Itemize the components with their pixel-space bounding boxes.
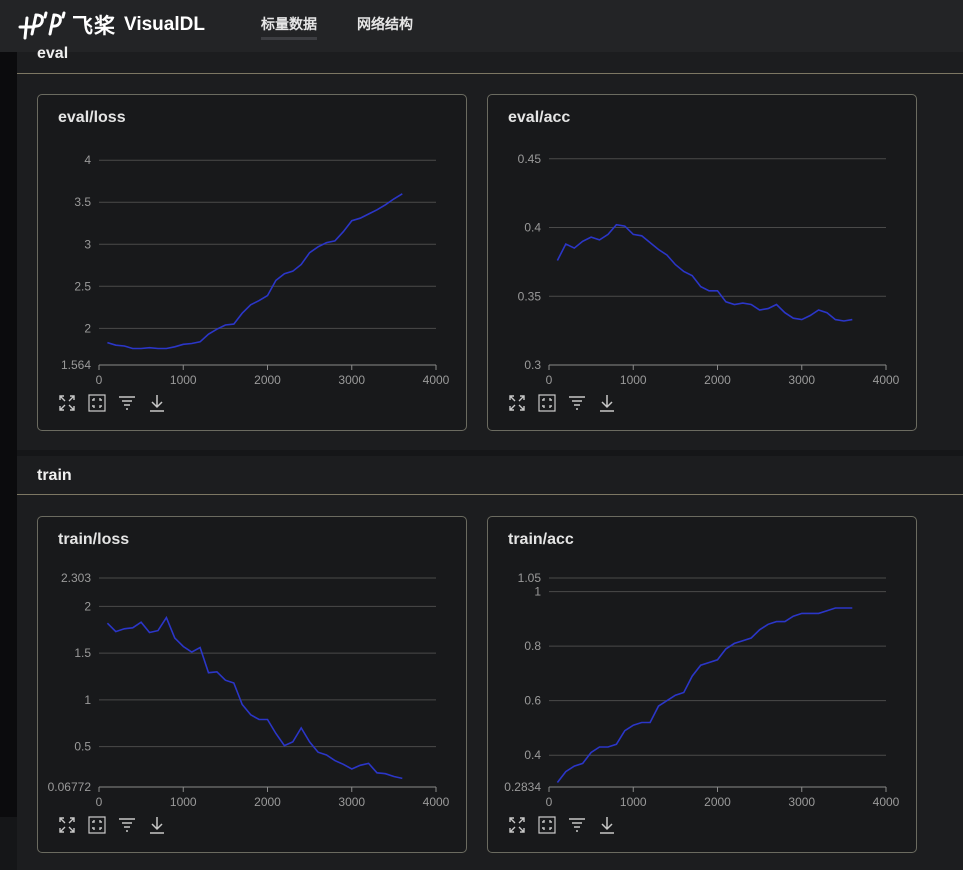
x-tick-label: 1000: [170, 795, 197, 809]
restore-icon[interactable]: [537, 815, 557, 835]
line-chart[interactable]: 0.3 0.35 0.4 0.45 0 1000 2000 3000 4000: [488, 95, 918, 432]
y-tick-label: 2.303: [61, 571, 91, 585]
x-tick-label: 0: [546, 795, 553, 809]
top-navigation-bar: 飞桨 VisualDL 标量数据 网络结构: [0, 0, 963, 52]
y-tick-label: 1.5: [74, 646, 91, 660]
y-tick-label: 0.45: [518, 152, 542, 166]
filter-icon[interactable]: [117, 393, 137, 413]
section-divider: [17, 494, 963, 495]
chart-title: eval/acc: [508, 109, 571, 126]
y-tick-label: 0.6: [524, 694, 541, 708]
download-icon[interactable]: [597, 815, 617, 835]
x-tick-label: 2000: [704, 373, 731, 387]
download-icon[interactable]: [597, 393, 617, 413]
x-tick-label: 2000: [254, 795, 281, 809]
chart-toolbar: [507, 393, 627, 413]
x-tick-label: 3000: [788, 373, 815, 387]
series-line: [107, 193, 403, 350]
y-tick-label: 4: [84, 153, 91, 167]
y-tick-label: 0.3: [524, 358, 541, 372]
section-title: train: [37, 467, 72, 484]
app-logo[interactable]: 飞桨 VisualDL: [18, 8, 205, 42]
restore-icon[interactable]: [87, 393, 107, 413]
x-tick-label: 1000: [620, 373, 647, 387]
chart-title: train/acc: [508, 531, 574, 548]
filter-icon[interactable]: [567, 815, 587, 835]
y-tick-label: 2: [84, 599, 91, 613]
restore-icon[interactable]: [537, 393, 557, 413]
x-tick-label: 1000: [620, 795, 647, 809]
y-tick-label: 1.05: [518, 571, 542, 585]
x-tick-label: 1000: [170, 373, 197, 387]
chart-toolbar: [57, 815, 177, 835]
chart-card-eval-acc: eval/acc 0.3 0.35 0.4 0.45 0 1000 2000 3000 4000: [487, 94, 917, 431]
download-icon[interactable]: [147, 815, 167, 835]
logo-english-text: VisualDL: [124, 14, 205, 35]
series-line: [556, 607, 853, 783]
x-tick-label: 4000: [423, 373, 450, 387]
series-line: [556, 223, 853, 322]
expand-icon[interactable]: [507, 393, 527, 413]
chart-toolbar: [507, 815, 627, 835]
y-tick-label: 0.5: [74, 740, 91, 754]
y-tick-label: 3: [84, 237, 91, 251]
x-tick-label: 3000: [338, 373, 365, 387]
x-tick-label: 2000: [254, 373, 281, 387]
x-tick-label: 4000: [873, 795, 900, 809]
chart-title: train/loss: [58, 531, 130, 548]
line-chart[interactable]: 0.2834 0.4 0.6 0.8 11.05 0 1000 2000 3000 4000: [488, 517, 918, 854]
section-title: eval: [37, 45, 69, 62]
chart-card-eval-loss: eval/loss 1.564 2 2.5 3 3.5 4 0 1000 2000 3000 400…: [37, 94, 467, 431]
y-tick-label: 0.2834: [504, 780, 541, 794]
section-divider: [17, 73, 963, 74]
expand-icon[interactable]: [507, 815, 527, 835]
y-tick-label: 0.35: [518, 289, 542, 303]
tab-scalars[interactable]: 标量数据: [261, 14, 317, 40]
left-sidebar-strip: [0, 52, 17, 817]
x-tick-label: 0: [96, 373, 103, 387]
chart-toolbar: [57, 393, 177, 413]
x-tick-label: 0: [96, 795, 103, 809]
chart-card-train-acc: train/acc 0.2834 0.4 0.6 0.8 1 1.05 0 1000 2000 3…: [487, 516, 917, 853]
restore-icon[interactable]: [87, 815, 107, 835]
y-tick-label: 0.4: [524, 221, 541, 235]
x-tick-label: 3000: [338, 795, 365, 809]
expand-icon[interactable]: [57, 815, 77, 835]
chart-card-train-loss: train/loss 0.06772 0.5 1 1.5 2 2.303 0 1000 2000…: [37, 516, 467, 853]
tab-graph[interactable]: 网络结构: [357, 17, 413, 33]
series-line: [106, 615, 403, 780]
filter-icon[interactable]: [567, 393, 587, 413]
x-tick-label: 3000: [788, 795, 815, 809]
y-tick-label: 1: [534, 585, 541, 599]
y-tick-label: 1.564: [61, 358, 91, 372]
y-tick-label: 2.5: [74, 279, 91, 293]
x-tick-label: 2000: [704, 795, 731, 809]
x-tick-label: 0: [546, 373, 553, 387]
y-tick-label: 0.8: [524, 639, 541, 653]
logo-chinese-text: 飞桨: [72, 14, 116, 38]
y-tick-label: 1: [84, 693, 91, 707]
x-tick-label: 4000: [423, 795, 450, 809]
filter-icon[interactable]: [117, 815, 137, 835]
y-tick-label: 0.06772: [48, 780, 92, 794]
x-tick-label: 4000: [873, 373, 900, 387]
y-tick-label: 0.4: [524, 748, 541, 762]
expand-icon[interactable]: [57, 393, 77, 413]
download-icon[interactable]: [147, 393, 167, 413]
line-chart[interactable]: 0.06772 0.5 1 1.5 2 2.303 0 1000 2000 3000 4000: [38, 517, 468, 854]
y-tick-label: 2: [84, 321, 91, 335]
paddle-logo-icon: [18, 11, 66, 40]
chart-title: eval/loss: [58, 109, 126, 126]
y-tick-label: 3.5: [74, 195, 91, 209]
line-chart[interactable]: 1.564 2 2.5 3 3.5 4 0 1000 2000 3000 4000: [38, 95, 468, 432]
